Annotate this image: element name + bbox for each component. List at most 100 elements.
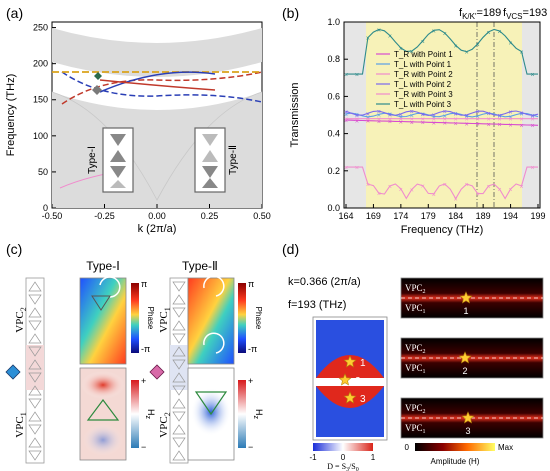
b-ytick-label: 1.0 xyxy=(327,17,340,27)
b-series-marker: × xyxy=(410,120,414,127)
d-point-star xyxy=(338,373,352,386)
strip-vpc-bottom: VPC1 xyxy=(405,423,426,435)
b-series-marker: × xyxy=(454,43,458,50)
type-2-hz-triangle xyxy=(194,391,228,416)
b-series-marker: × xyxy=(530,117,534,124)
b-xtick-label: 184 xyxy=(448,211,463,221)
b-series-marker: × xyxy=(487,30,491,37)
type-1-hz-blue-lobe xyxy=(83,424,123,456)
phase-min: -π xyxy=(141,344,150,354)
b-series-marker: × xyxy=(476,42,480,49)
vpc-right-bottom: VPC2 xyxy=(158,412,172,437)
d-map-interface xyxy=(316,378,384,386)
b-series-marker: × xyxy=(355,117,359,124)
phase-label-2: Phase xyxy=(254,307,263,330)
b-series-marker: × xyxy=(519,110,523,117)
b-series-marker: × xyxy=(509,187,513,194)
b-series-marker: × xyxy=(366,182,370,189)
amp-max: Max xyxy=(498,443,513,452)
b-series-marker: × xyxy=(421,39,425,46)
strip-point-label: 2 xyxy=(462,366,467,376)
b-series-marker: × xyxy=(487,122,491,129)
type-1-phase-triangle xyxy=(91,295,111,311)
b-series-marker: × xyxy=(377,119,381,126)
b-series-marker: × xyxy=(509,114,513,121)
blue-edge-curve xyxy=(61,71,263,103)
b-series-marker: × xyxy=(509,123,513,130)
b-series-marker: × xyxy=(498,113,502,120)
lattice-triangle xyxy=(172,398,186,409)
legend-entry: T_L with Point 2 xyxy=(394,80,452,89)
b-series-marker: × xyxy=(399,120,403,127)
b-series-marker: × xyxy=(530,113,534,120)
b-series-marker: × xyxy=(443,117,447,124)
type-2-triangle-3 xyxy=(202,166,218,178)
hz-min: − xyxy=(141,442,146,452)
d-scale-mid: 0 xyxy=(341,453,346,462)
b-series-marker: × xyxy=(530,113,534,120)
left-strip-field xyxy=(26,345,44,390)
lattice-triangle xyxy=(28,424,42,435)
a-ytick-label: 50 xyxy=(38,167,48,177)
panel-a-xlabel: k (2π/a) xyxy=(138,223,177,235)
lattice-triangle xyxy=(172,411,186,422)
type-2-label: Type-Ⅱ xyxy=(228,145,239,175)
b-series-line xyxy=(346,166,538,200)
b-xtick-label: 164 xyxy=(338,211,353,221)
b-series-line xyxy=(346,28,538,75)
b-series-marker: × xyxy=(509,110,513,117)
b-series-marker: × xyxy=(519,184,523,191)
right-strip-triangles xyxy=(172,281,186,461)
b-series-line xyxy=(345,119,539,126)
strip-vpc-bottom: VPC1 xyxy=(405,303,426,315)
b-series-marker: × xyxy=(476,117,480,124)
d-scale-min: -1 xyxy=(309,453,317,462)
d-point-label: 3 xyxy=(360,394,366,405)
panel-b-xlabel: Frequency (THz) xyxy=(401,224,484,236)
b-series-marker: × xyxy=(410,187,414,194)
panel-c: (c) Type-Ⅰ Type-Ⅱ VPC2 VPC1 π -π Phase +… xyxy=(5,241,264,464)
a-ytick-label: 150 xyxy=(33,95,48,105)
legend-entry: T_R with Point 3 xyxy=(394,90,453,99)
type-1-hz-triangle xyxy=(86,399,120,421)
a-xtick-label: -0.25 xyxy=(94,211,115,221)
vpc-left-bottom: VPC1 xyxy=(14,412,28,437)
amp-min: 0 xyxy=(405,443,410,452)
b-series-marker: × xyxy=(432,117,436,124)
d-point-star xyxy=(343,391,357,404)
lattice-triangle xyxy=(28,385,42,396)
lattice-triangle xyxy=(172,385,186,396)
b-series-marker: × xyxy=(476,109,480,116)
lattice-triangle xyxy=(172,333,186,344)
phase-max-2: π xyxy=(248,279,254,289)
b-xtick-label: 169 xyxy=(366,211,381,221)
b-series-marker: × xyxy=(454,117,458,124)
lower-band-edge xyxy=(51,91,263,201)
b-series-marker: × xyxy=(465,117,469,124)
b-series-marker: × xyxy=(377,191,381,198)
vpc-right-top: VPC1 xyxy=(158,307,172,332)
d-point-label: 2 xyxy=(355,376,361,387)
legend-entry: T_R with Point 1 xyxy=(394,50,453,59)
b-series-marker: × xyxy=(465,182,469,189)
hz-max: + xyxy=(141,376,146,386)
b-series-marker: × xyxy=(498,29,502,36)
b-series-marker: × xyxy=(344,112,348,119)
panel-a-label: (a) xyxy=(6,5,23,21)
panel-b-xticks: 164 169 174 179 184 189 194 199 xyxy=(338,204,546,221)
legend-entry: T_L with Point 3 xyxy=(394,100,452,109)
b-series-marker: × xyxy=(410,113,414,120)
b-series-marker: × xyxy=(487,111,491,118)
b-series-marker: × xyxy=(355,118,359,125)
lattice-triangle xyxy=(172,437,186,448)
b-series-marker: × xyxy=(366,119,370,126)
b-series-marker: × xyxy=(355,113,359,120)
hz-label: Hz xyxy=(144,409,156,420)
left-strip-triangles xyxy=(28,281,42,461)
green-diamond-marker xyxy=(94,72,102,80)
right-strip-field xyxy=(170,345,188,390)
gray-diamond-marker xyxy=(92,85,102,95)
b-series-marker: × xyxy=(487,117,491,124)
b-series-line xyxy=(345,110,539,116)
b-series-marker: × xyxy=(454,112,458,119)
